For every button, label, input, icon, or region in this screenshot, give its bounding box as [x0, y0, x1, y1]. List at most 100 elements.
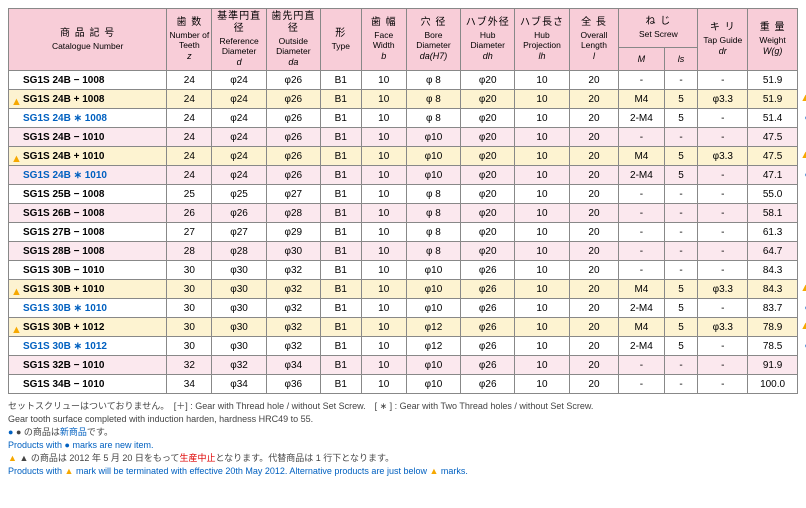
cell-face: 10: [361, 242, 406, 261]
cell-hubd: φ26: [461, 318, 515, 337]
table-row: SG1S 24B − 101024φ24φ26B110φ10φ201020---…: [9, 128, 798, 147]
cell-bore: φ10: [406, 166, 460, 185]
cell-catalogue: SG1S 24B ∗ 1008: [9, 109, 167, 128]
cell-teeth: 24: [167, 71, 212, 90]
spec-table: 商 品 記 号Catalogue Number 歯 数Number of Tee…: [8, 8, 798, 394]
cell-refd: φ27: [212, 223, 266, 242]
cell-bore: φ10: [406, 356, 460, 375]
cell-face: 10: [361, 128, 406, 147]
cell-face: 10: [361, 318, 406, 337]
cell-outd: φ32: [266, 299, 320, 318]
cell-len: 20: [569, 280, 619, 299]
hdr-outd: 歯先円直径Outside Diameterda: [266, 9, 320, 71]
cell-face: 10: [361, 109, 406, 128]
cell-hubd: φ20: [461, 90, 515, 109]
cell-teeth: 30: [167, 261, 212, 280]
cell-tap: -: [698, 204, 748, 223]
cell-len: 20: [569, 128, 619, 147]
cell-len: 20: [569, 299, 619, 318]
cell-screw-l: -: [664, 204, 698, 223]
cell-hubd: φ20: [461, 185, 515, 204]
cell-weight: 64.7: [748, 242, 798, 261]
cell-len: 20: [569, 185, 619, 204]
cell-face: 10: [361, 337, 406, 356]
cell-hubp: 10: [515, 318, 569, 337]
hdr-weight: 重 量WeightW(g): [748, 9, 798, 71]
cell-len: 20: [569, 71, 619, 90]
cell-len: 20: [569, 204, 619, 223]
cell-hubp: 10: [515, 337, 569, 356]
cell-hubd: φ26: [461, 280, 515, 299]
cell-catalogue: SG1S 24B ∗ 1010: [9, 166, 167, 185]
cell-type: B1: [320, 318, 361, 337]
cell-outd: φ30: [266, 242, 320, 261]
cell-refd: φ30: [212, 337, 266, 356]
cell-face: 10: [361, 147, 406, 166]
cell-hubp: 10: [515, 261, 569, 280]
cell-teeth: 30: [167, 299, 212, 318]
cell-teeth: 24: [167, 166, 212, 185]
cell-catalogue: SG1S 30B ∗ 1010: [9, 299, 167, 318]
cell-screw-m: -: [619, 128, 664, 147]
cell-screw-l: 5: [664, 280, 698, 299]
cell-refd: φ28: [212, 242, 266, 261]
table-row: SG1S 24B ∗ 100824φ24φ26B110φ 8φ2010202-M…: [9, 109, 798, 128]
cell-screw-l: -: [664, 375, 698, 394]
cell-outd: φ26: [266, 71, 320, 90]
table-row: SG1S 24B ∗ 101024φ24φ26B110φ10φ2010202-M…: [9, 166, 798, 185]
cell-tap: -: [698, 356, 748, 375]
cell-len: 20: [569, 90, 619, 109]
hdr-type: 形Type: [320, 9, 361, 71]
cell-screw-l: 5: [664, 337, 698, 356]
cell-hubd: φ20: [461, 128, 515, 147]
cell-weight: 47.5: [748, 128, 798, 147]
hdr-bore: 穴 径Bore Diameterda(H7): [406, 9, 460, 71]
cell-hubp: 10: [515, 166, 569, 185]
cell-bore: φ 8: [406, 71, 460, 90]
cell-bore: φ10: [406, 280, 460, 299]
cell-refd: φ25: [212, 185, 266, 204]
cell-weight: 47.1●: [748, 166, 798, 185]
cell-hubd: φ20: [461, 71, 515, 90]
cell-outd: φ26: [266, 128, 320, 147]
cell-face: 10: [361, 375, 406, 394]
cell-len: 20: [569, 109, 619, 128]
cell-len: 20: [569, 356, 619, 375]
cell-outd: φ29: [266, 223, 320, 242]
cell-outd: φ34: [266, 356, 320, 375]
cell-screw-m: M4: [619, 90, 664, 109]
cell-screw-l: 5: [664, 147, 698, 166]
cell-bore: φ10: [406, 261, 460, 280]
cell-bore: φ 8: [406, 185, 460, 204]
cell-screw-m: 2-M4: [619, 337, 664, 356]
cell-screw-m: M4: [619, 147, 664, 166]
cell-outd: φ26: [266, 90, 320, 109]
cell-outd: φ32: [266, 261, 320, 280]
cell-screw-m: -: [619, 185, 664, 204]
cell-face: 10: [361, 185, 406, 204]
hdr-screw-m: M: [619, 47, 664, 70]
cell-type: B1: [320, 71, 361, 90]
cell-bore: φ10: [406, 375, 460, 394]
cell-teeth: 24: [167, 90, 212, 109]
cell-hubp: 10: [515, 356, 569, 375]
cell-len: 20: [569, 147, 619, 166]
cell-weight: 78.5●: [748, 337, 798, 356]
cell-screw-l: -: [664, 71, 698, 90]
cell-tap: -: [698, 337, 748, 356]
cell-type: B1: [320, 185, 361, 204]
table-row: SG1S 30B ∗ 101230φ30φ32B110φ12φ2610202-M…: [9, 337, 798, 356]
cell-screw-l: -: [664, 356, 698, 375]
table-row: ▲SG1S 24B + 101024φ24φ26B110φ10φ201020M4…: [9, 147, 798, 166]
cell-type: B1: [320, 128, 361, 147]
cell-hubp: 10: [515, 375, 569, 394]
cell-refd: φ24: [212, 109, 266, 128]
cell-tap: φ3.3: [698, 90, 748, 109]
cell-type: B1: [320, 109, 361, 128]
cell-face: 10: [361, 223, 406, 242]
cell-tap: -: [698, 223, 748, 242]
cell-screw-m: M4: [619, 318, 664, 337]
cell-screw-l: -: [664, 128, 698, 147]
cell-type: B1: [320, 90, 361, 109]
cell-hubp: 10: [515, 128, 569, 147]
